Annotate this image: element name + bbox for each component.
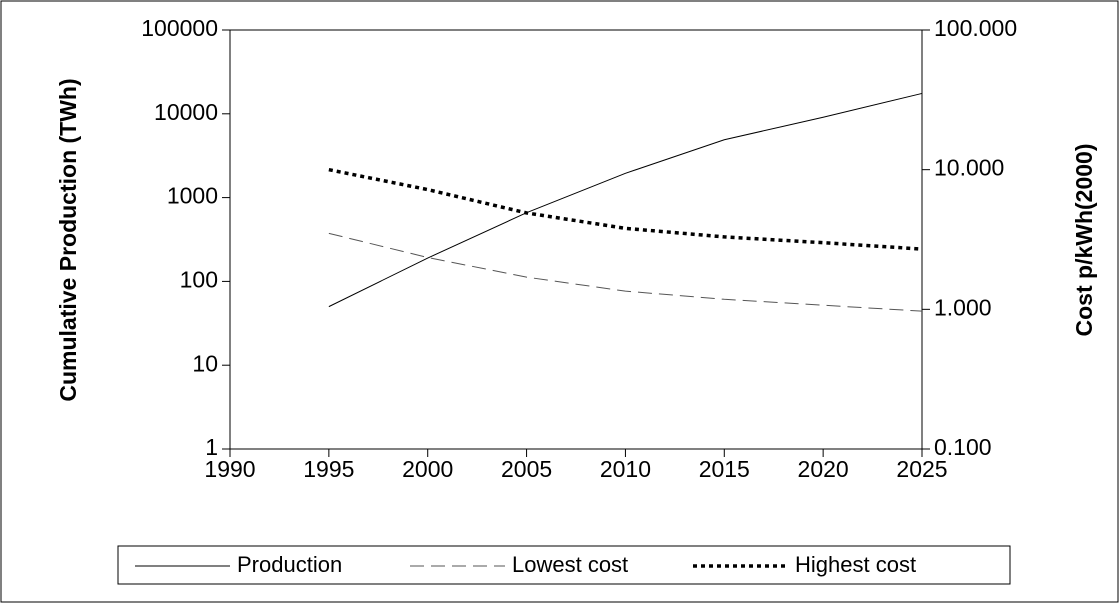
legend-label: Highest cost <box>795 552 916 577</box>
y-tick-label: 10000 <box>154 99 218 125</box>
y-tick-label: 100000 <box>141 15 218 41</box>
y2-tick-label: 1.000 <box>934 294 992 320</box>
y2-tick-label: 100.000 <box>934 15 1017 41</box>
y2-axis-label: Cost p/kWh(2000) <box>1071 144 1097 337</box>
y2-tick-label: 0.100 <box>934 434 992 460</box>
y-tick-label: 100 <box>180 266 218 292</box>
x-tick-label: 2015 <box>699 456 750 482</box>
y-tick-label: 1 <box>205 434 218 460</box>
x-tick-label: 2010 <box>600 456 651 482</box>
series-line <box>328 92 923 308</box>
x-tick-label: 2025 <box>896 456 947 482</box>
series-line <box>328 232 923 312</box>
x-tick-label: 1990 <box>204 456 255 482</box>
x-tick-label: 2020 <box>798 456 849 482</box>
legend-box <box>117 545 1011 585</box>
x-tick-label: 1995 <box>303 456 354 482</box>
x-tick-label: 2000 <box>402 456 453 482</box>
legend-label: Production <box>237 552 342 577</box>
y2-tick-label: 10.000 <box>934 155 1004 181</box>
plot-area <box>229 29 923 450</box>
y-axis-label: Cumulative Production (TWh) <box>55 78 81 401</box>
y-tick-label: 1000 <box>167 183 218 209</box>
y-tick-label: 10 <box>192 350 218 376</box>
legend-label: Lowest cost <box>512 552 628 577</box>
x-tick-label: 2005 <box>501 456 552 482</box>
